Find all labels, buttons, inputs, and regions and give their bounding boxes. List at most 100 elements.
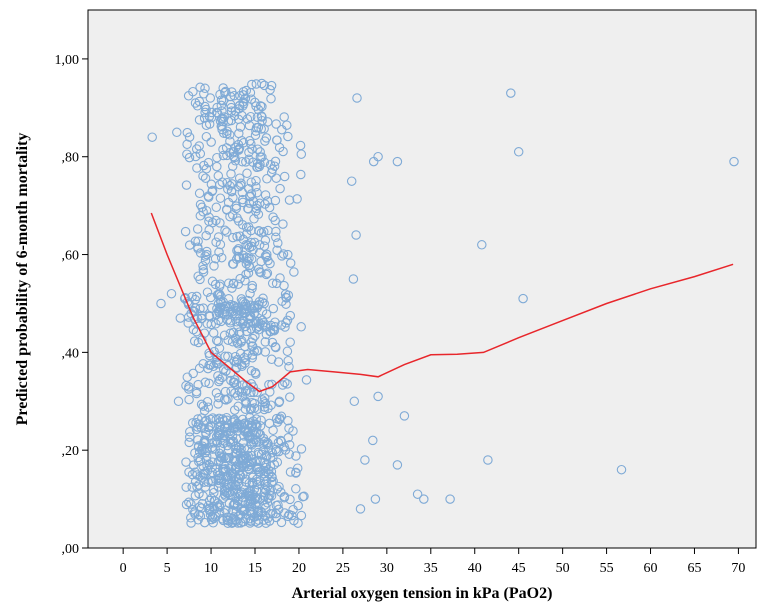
data-point (255, 198, 265, 209)
data-point (238, 453, 248, 464)
data-point (284, 195, 295, 205)
data-point (232, 501, 243, 512)
data-point (250, 316, 261, 326)
data-point (186, 499, 196, 509)
data-point (236, 359, 247, 370)
y-tick-label: ,60 (62, 249, 80, 264)
data-point (275, 183, 285, 194)
data-point (226, 106, 237, 116)
data-point (206, 493, 217, 504)
data-point (199, 328, 210, 338)
data-point (266, 80, 277, 91)
data-point (241, 157, 251, 167)
x-tick-label: 35 (424, 561, 438, 576)
data-point (265, 85, 275, 95)
data-point (227, 461, 237, 472)
data-point (188, 460, 199, 470)
data-point (243, 268, 254, 278)
data-point (279, 112, 289, 122)
data-point (285, 467, 296, 477)
data-point (251, 101, 261, 111)
data-point (265, 509, 276, 519)
data-point (210, 253, 221, 264)
data-point (249, 214, 259, 224)
data-point (235, 448, 246, 458)
data-point (215, 89, 225, 100)
data-point (233, 321, 243, 332)
data-point (184, 240, 195, 250)
data-point (219, 394, 230, 405)
data-point (213, 482, 224, 492)
data-point (173, 396, 184, 407)
data-point (220, 86, 231, 97)
data-point (235, 122, 246, 132)
data-point (239, 418, 250, 429)
data-point (156, 298, 166, 309)
data-point (250, 456, 260, 467)
data-point (348, 274, 359, 284)
data-point (275, 435, 286, 446)
x-tick-label: 45 (512, 561, 526, 576)
data-point (217, 514, 228, 524)
data-point (260, 251, 271, 261)
data-point (185, 426, 195, 437)
data-point (191, 144, 202, 154)
data-point (192, 163, 202, 173)
data-point (256, 111, 267, 121)
data-point (193, 379, 203, 390)
data-point (223, 197, 234, 208)
data-point (246, 403, 257, 414)
data-point (289, 267, 299, 277)
data-point (251, 126, 261, 136)
data-point (250, 130, 261, 140)
data-point (184, 132, 195, 142)
data-point (229, 147, 239, 157)
data-point (277, 124, 287, 135)
data-point (200, 377, 211, 388)
data-point (215, 239, 226, 250)
data-point (260, 337, 271, 347)
data-point (261, 460, 271, 470)
data-point (266, 354, 277, 365)
data-point (477, 240, 487, 250)
data-point (276, 411, 287, 422)
data-point (252, 493, 263, 504)
data-point (274, 481, 284, 492)
data-point (506, 88, 516, 98)
data-point (291, 468, 301, 478)
data-point (235, 180, 246, 190)
data-point (230, 480, 241, 491)
data-point (221, 487, 232, 498)
data-point (254, 240, 265, 250)
data-point (194, 115, 205, 125)
data-point (292, 194, 302, 204)
data-point (273, 437, 284, 448)
data-point (183, 318, 193, 328)
data-point (230, 499, 240, 509)
data-point (245, 311, 255, 322)
data-point (266, 93, 276, 104)
data-point (285, 494, 295, 505)
data-point (207, 185, 218, 196)
data-point (271, 173, 282, 183)
data-point (197, 313, 207, 324)
data-point (219, 508, 230, 518)
data-point (249, 403, 260, 413)
data-point (172, 127, 182, 138)
data-point (227, 481, 237, 491)
data-point (209, 261, 219, 271)
data-point (237, 110, 247, 121)
data-point (240, 298, 251, 309)
data-point (291, 451, 301, 461)
data-point (228, 436, 239, 447)
data-point (280, 445, 291, 455)
data-point (351, 230, 361, 240)
data-point (252, 508, 263, 518)
data-point (227, 518, 237, 528)
data-point (232, 418, 243, 429)
data-point (213, 171, 224, 181)
data-point (225, 181, 235, 191)
data-point (216, 291, 226, 301)
y-axis: ,00 ,20 ,40 ,60 ,80 1,00 (55, 53, 88, 557)
data-point (279, 491, 290, 502)
